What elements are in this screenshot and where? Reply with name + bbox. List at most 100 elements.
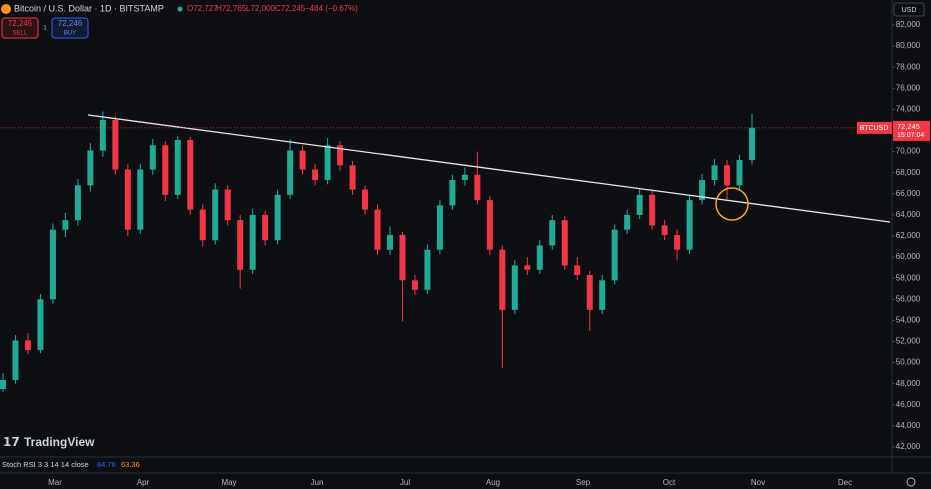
candle-body xyxy=(237,220,244,270)
y-tick-label: 64,000 xyxy=(896,210,921,219)
x-axis: Mar Apr May Jun Jul Aug Sep Oct Nov Dec xyxy=(48,478,852,487)
candle-body xyxy=(636,194,643,215)
price-badge xyxy=(893,120,930,141)
candle-body xyxy=(262,214,269,241)
candle-body xyxy=(87,150,94,186)
ohlc-value: O72,727 xyxy=(187,4,218,13)
x-tick-label: Aug xyxy=(486,478,500,487)
candle-body xyxy=(549,220,556,246)
currency-button[interactable] xyxy=(893,2,925,17)
candle-body xyxy=(137,169,144,230)
indicator-k: 84.76 xyxy=(97,460,116,469)
sell-label: SELL xyxy=(13,31,28,37)
candle-body xyxy=(674,234,681,250)
y-tick-label: 52,000 xyxy=(896,337,921,346)
countdown: 15:07:04 xyxy=(897,132,924,139)
y-tick-label: 82,000 xyxy=(896,20,921,29)
candle-body xyxy=(649,194,656,226)
brand-logo: 𝟭𝟳 xyxy=(3,435,20,449)
candle-body xyxy=(399,234,406,281)
settings-icon[interactable] xyxy=(906,477,916,487)
spread: 1 xyxy=(43,26,47,32)
candle-body xyxy=(449,180,456,206)
candle-body xyxy=(212,189,219,241)
candle-body xyxy=(661,225,668,235)
sell-button[interactable] xyxy=(1,17,39,39)
currency: USD xyxy=(902,7,917,14)
btc-icon xyxy=(1,4,11,14)
y-tick-label: 78,000 xyxy=(896,62,921,71)
candle-body xyxy=(312,169,319,181)
y-tick-label: 46,000 xyxy=(896,400,921,409)
candles xyxy=(0,111,755,393)
candle-body xyxy=(112,119,119,170)
candle-body xyxy=(199,209,206,241)
candle-body xyxy=(411,280,418,290)
candle-body xyxy=(362,189,369,210)
candle-body xyxy=(149,145,156,170)
status-dot xyxy=(177,6,183,12)
candle-body xyxy=(524,265,531,270)
candle-body xyxy=(187,139,194,210)
x-tick-label: Apr xyxy=(137,478,150,487)
price-label: 72,245 xyxy=(897,122,920,131)
candle-body xyxy=(162,145,169,195)
y-tick-label: 42,000 xyxy=(896,442,921,451)
y-tick-label: 44,000 xyxy=(896,421,921,430)
candle-body xyxy=(461,174,468,181)
candle-body xyxy=(337,145,344,166)
candle-body xyxy=(599,280,606,310)
candle-body xyxy=(574,265,581,276)
candle-body xyxy=(299,150,306,170)
y-tick-label: 50,000 xyxy=(896,358,921,367)
x-tick-label: Jun xyxy=(311,478,324,487)
candle-body xyxy=(561,220,568,266)
y-tick-label: 70,000 xyxy=(896,147,921,156)
candle-body xyxy=(749,127,755,161)
candle-body xyxy=(124,169,131,230)
y-tick-label: 74,000 xyxy=(896,105,921,114)
x-tick-label: Jul xyxy=(400,478,410,487)
candle-body xyxy=(62,220,69,230)
candle-body xyxy=(699,180,706,201)
candle-body xyxy=(224,189,231,221)
buy-label: BUY xyxy=(64,31,76,37)
y-tick-label: 60,000 xyxy=(896,252,921,261)
candle-body xyxy=(324,145,331,181)
x-tick-label: May xyxy=(221,478,236,487)
candle-body xyxy=(536,245,543,270)
candle-body xyxy=(424,249,431,290)
candle-body xyxy=(249,214,256,270)
candle-body xyxy=(736,160,743,186)
y-tick-label: 58,000 xyxy=(896,273,921,282)
y-tick-label: 66,000 xyxy=(896,189,921,198)
x-tick-label: Mar xyxy=(48,478,62,487)
x-tick-label: Dec xyxy=(838,478,852,487)
ohlc-value: −484 (−0.67%) xyxy=(305,4,358,13)
chart-title: Bitcoin / U.S. Dollar · 1D · BITSTAMP xyxy=(14,3,164,13)
candle-body xyxy=(37,299,44,350)
y-tick-label: 80,000 xyxy=(896,41,921,50)
ohlc-value: L72,000 xyxy=(246,4,275,13)
candle-body xyxy=(486,200,493,250)
candle-body xyxy=(374,209,381,250)
x-tick-label: Nov xyxy=(751,478,765,487)
buy-button[interactable] xyxy=(51,17,89,39)
candle-body xyxy=(724,165,731,186)
highlight-circle xyxy=(715,187,749,221)
candle-body xyxy=(436,205,443,250)
candle-body xyxy=(49,229,56,300)
candle-body xyxy=(474,174,481,201)
candle-body xyxy=(274,194,281,241)
candle-body xyxy=(511,265,518,310)
trend-line xyxy=(87,114,891,223)
candle-body xyxy=(99,119,106,151)
buy-price: 72,246 xyxy=(58,19,83,28)
y-tick-label: 54,000 xyxy=(896,315,921,324)
candle-body xyxy=(586,275,593,310)
candle-body xyxy=(174,139,181,195)
